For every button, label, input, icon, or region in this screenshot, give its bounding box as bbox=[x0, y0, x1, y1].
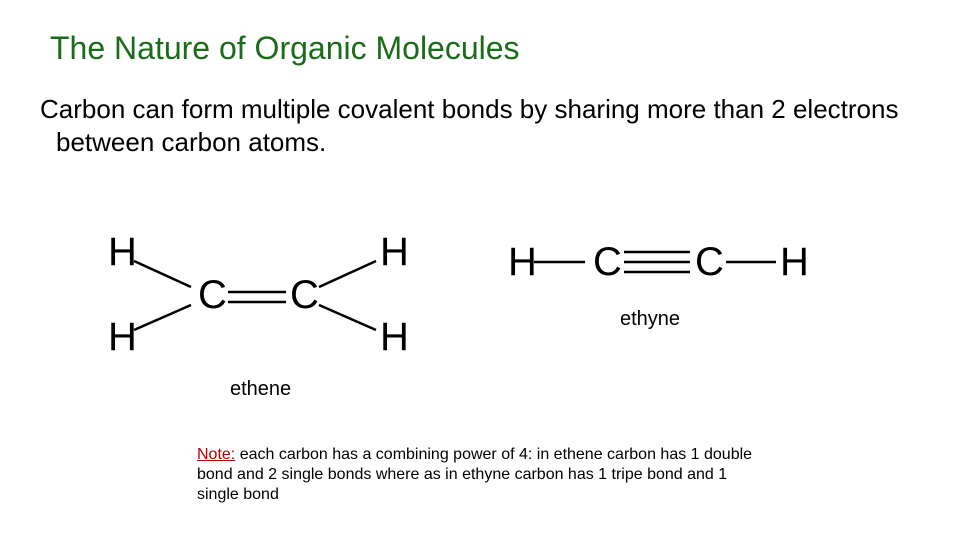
atom-label: C bbox=[290, 273, 319, 317]
atom-label: H bbox=[108, 230, 137, 274]
body-text: Carbon can form multiple covalent bonds … bbox=[40, 93, 920, 158]
atom-label: C bbox=[198, 273, 227, 317]
note-text: each carbon has a combining power of 4: … bbox=[197, 446, 752, 503]
atom-label: C bbox=[593, 240, 622, 284]
slide-container: The Nature of Organic Molecules Carbon c… bbox=[0, 0, 960, 540]
atom-label: C bbox=[695, 240, 724, 284]
note-block: Note: each carbon has a combining power … bbox=[197, 445, 757, 505]
atom-label: H bbox=[380, 315, 409, 359]
atom-label: H bbox=[780, 240, 809, 284]
note-prefix: Note: bbox=[197, 446, 235, 463]
bond-line bbox=[134, 305, 191, 330]
atom-label: ethyne bbox=[620, 308, 680, 330]
bond-line bbox=[134, 261, 191, 287]
slide-title: The Nature of Organic Molecules bbox=[50, 30, 920, 67]
molecule-diagrams: HHCCHHetheneHCCHethyne bbox=[90, 225, 870, 415]
bond-line bbox=[319, 261, 376, 287]
atom-label: H bbox=[108, 315, 137, 359]
bond-line bbox=[319, 305, 376, 330]
atom-label: ethene bbox=[230, 378, 291, 400]
chemistry-svg: HHCCHHetheneHCCHethyne bbox=[90, 225, 870, 415]
atom-label: H bbox=[508, 240, 537, 284]
atom-label: H bbox=[380, 230, 409, 274]
